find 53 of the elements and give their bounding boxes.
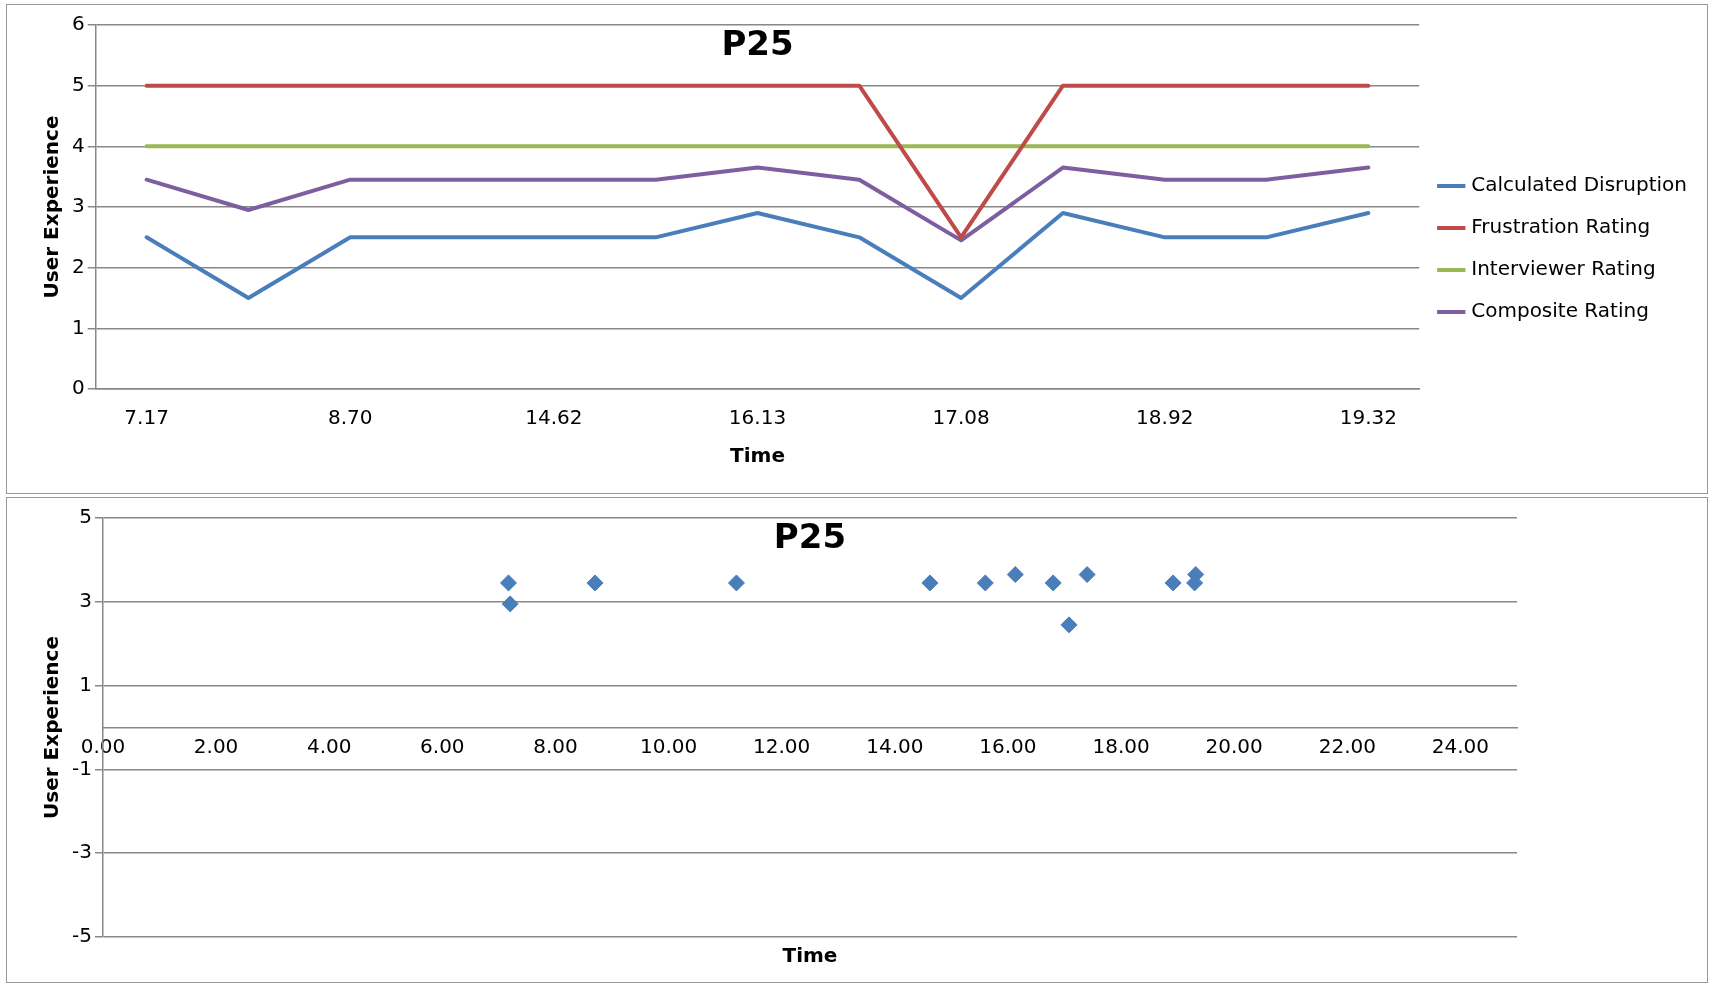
point: [1060, 616, 1078, 634]
x-tick-label: 7.17: [124, 405, 169, 430]
x-tick-label: 22.00: [1318, 733, 1376, 758]
x-tick-label: 12.00: [753, 733, 811, 758]
x-tick-label: 6.00: [420, 733, 465, 758]
legend-label: Frustration Rating: [1471, 214, 1651, 239]
legend-label: Calculated Disruption: [1471, 172, 1688, 197]
point: [1078, 566, 1096, 584]
y-tick-label: -5: [71, 923, 92, 948]
x-tick-label: 16.00: [979, 733, 1037, 758]
point: [976, 574, 994, 592]
y-tick-label: 1: [71, 314, 85, 339]
y-tick-label: 4: [71, 132, 85, 157]
y-tick-label: -3: [71, 839, 92, 864]
point: [501, 595, 519, 613]
x-tick-label: 16.13: [728, 405, 787, 430]
x-axis-title: Time: [782, 943, 838, 968]
chart-title: P25: [721, 22, 794, 63]
y-axis-title: User Experience: [39, 115, 64, 299]
point: [499, 574, 517, 592]
y-tick-label: 0: [71, 375, 85, 400]
legend-label: Composite Rating: [1471, 298, 1649, 323]
x-tick-label: 17.08: [932, 405, 990, 430]
y-tick-label: 6: [71, 11, 85, 36]
x-tick-label: 18.92: [1136, 405, 1194, 430]
chart-title: P25: [773, 515, 847, 556]
point: [727, 574, 745, 592]
y-tick-label: 3: [71, 193, 85, 218]
point: [586, 574, 604, 592]
point: [1164, 574, 1182, 592]
y-axis-title: User Experience: [39, 636, 64, 819]
y-tick-label: 2: [71, 253, 85, 278]
y-tick-label: -1: [71, 755, 92, 780]
y-tick-label: 3: [79, 588, 92, 612]
x-tick-label: 4.00: [306, 733, 352, 758]
x-tick-label: 14.62: [525, 405, 583, 430]
x-tick-label: 18.00: [1092, 733, 1150, 758]
x-axis-title: Time: [730, 443, 785, 468]
x-tick-label: 19.32: [1339, 405, 1397, 430]
legend-label: Interviewer Rating: [1471, 256, 1656, 281]
x-tick-label: 8.00: [533, 733, 578, 758]
x-tick-label: 2.00: [193, 733, 239, 758]
x-tick-label: 10.00: [639, 733, 698, 758]
y-tick-label: 5: [71, 71, 85, 96]
x-tick-label: 8.70: [327, 405, 373, 430]
x-tick-label: 14.00: [866, 733, 924, 758]
point: [1006, 566, 1024, 584]
point: [921, 574, 939, 592]
x-tick-label: 20.00: [1205, 733, 1263, 758]
y-tick-label: 5: [79, 504, 92, 529]
x-tick-label: 24.00: [1431, 733, 1490, 758]
y-tick-label: 1: [79, 671, 92, 696]
point: [1044, 574, 1062, 592]
